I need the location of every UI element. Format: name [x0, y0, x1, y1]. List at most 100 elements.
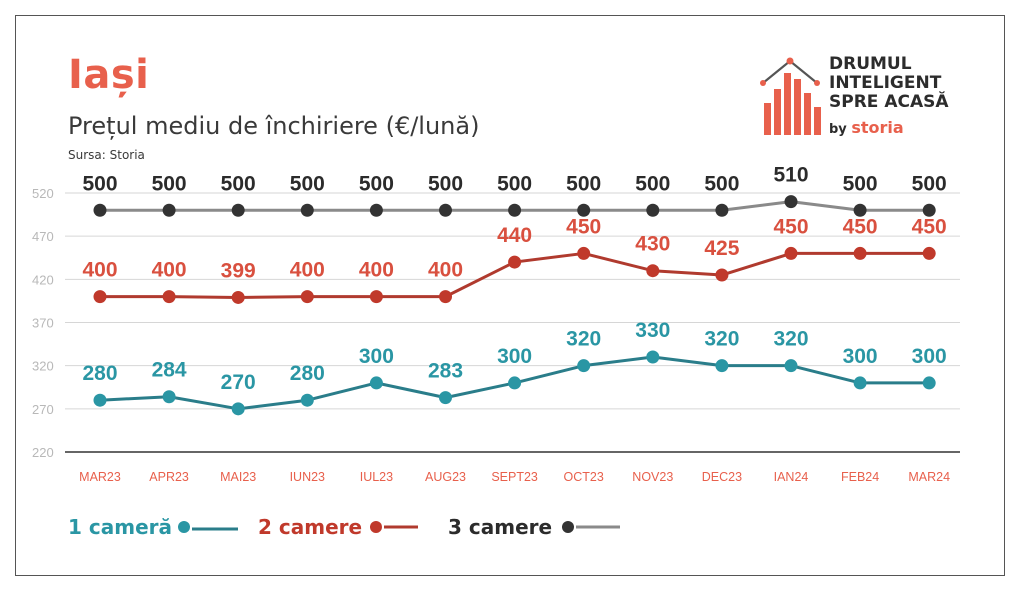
x-tick-label: MAR23 [79, 470, 121, 484]
data-point [784, 195, 798, 209]
data-point [922, 203, 936, 217]
x-tick-label: AUG23 [425, 470, 466, 484]
data-label: 300 [359, 345, 394, 368]
legend-marker-3-camere [562, 521, 621, 533]
data-label: 400 [359, 259, 394, 282]
data-point [577, 359, 591, 373]
data-label: 500 [912, 172, 947, 195]
data-point [369, 290, 383, 304]
data-label: 320 [704, 328, 739, 351]
data-label: 300 [497, 345, 532, 368]
data-label: 450 [843, 215, 878, 238]
data-label: 500 [221, 172, 256, 195]
data-label: 283 [428, 360, 463, 383]
data-point [300, 393, 314, 407]
brand-line-3: SPRE ACASĂ [829, 92, 949, 112]
data-point [439, 391, 452, 405]
data-point [715, 268, 729, 282]
data-label: 320 [566, 328, 601, 351]
data-point [369, 376, 383, 390]
data-point [715, 203, 729, 217]
storia-logo-icon [760, 57, 821, 135]
x-tick-label: APR23 [149, 470, 189, 484]
data-point [853, 376, 867, 390]
brand-line-1: DRUMUL [829, 54, 912, 74]
data-point [162, 290, 176, 304]
data-label: 280 [82, 362, 117, 385]
data-point [93, 203, 107, 217]
y-tick-label: 270 [32, 402, 54, 417]
data-label: 500 [635, 172, 670, 195]
data-point [93, 290, 107, 304]
data-label: 400 [82, 259, 117, 282]
data-point [577, 246, 591, 260]
data-point [231, 290, 245, 304]
data-label: 450 [566, 215, 601, 238]
data-point [646, 350, 660, 364]
legend-item-1-camera: 1 cameră [68, 512, 240, 542]
legend-item-3-camere: 3 camere [448, 512, 622, 542]
data-label: 400 [290, 259, 325, 282]
y-tick-label: 470 [32, 229, 54, 244]
data-label: 500 [82, 172, 117, 195]
brand-by: by [829, 122, 847, 137]
legend-item-2-camere: 2 camere [258, 512, 420, 542]
x-tick-label: IUN23 [290, 470, 325, 484]
data-point [922, 246, 936, 260]
y-tick-label: 320 [32, 359, 54, 374]
data-label: 400 [152, 259, 187, 282]
data-label: 280 [290, 362, 325, 385]
chart-subtitle: Prețul mediu de închiriere (€/lună) [68, 112, 480, 140]
x-tick-label: MAR24 [908, 470, 950, 484]
data-point [646, 264, 660, 278]
data-point [439, 203, 452, 217]
data-point [162, 203, 176, 217]
data-point [853, 203, 867, 217]
data-point [508, 255, 522, 269]
data-label: 500 [428, 172, 463, 195]
x-tick-label: IAN24 [774, 470, 809, 484]
data-label: 284 [152, 359, 187, 382]
data-label: 500 [152, 172, 187, 195]
source-note: Sursa: Storia [68, 148, 145, 162]
data-label: 450 [912, 215, 947, 238]
data-point [577, 203, 591, 217]
x-tick-label: SEPT23 [491, 470, 538, 484]
y-tick-label: 420 [32, 272, 54, 287]
data-point [231, 203, 245, 217]
legend-marker-1-camera [178, 521, 238, 533]
data-label: 330 [635, 319, 670, 342]
data-point [369, 203, 383, 217]
data-label: 300 [912, 345, 947, 368]
brand-storia: storia [851, 118, 904, 137]
data-point [784, 359, 798, 373]
y-tick-label: 520 [32, 186, 54, 201]
data-label: 500 [566, 172, 601, 195]
data-point [93, 393, 107, 407]
data-label: 399 [221, 259, 256, 282]
brand-line-2: INTELIGENT [829, 73, 942, 93]
x-tick-label: NOV23 [632, 470, 673, 484]
data-point [162, 390, 176, 404]
data-label: 430 [635, 233, 670, 256]
x-tick-label: IUL23 [360, 470, 393, 484]
data-label: 500 [359, 172, 394, 195]
data-point [231, 402, 245, 416]
data-label: 500 [704, 172, 739, 195]
data-point [853, 246, 867, 260]
data-point [300, 290, 314, 304]
data-point [439, 290, 452, 304]
legend-marker-2-camere [370, 521, 419, 533]
data-label: 510 [773, 164, 808, 187]
y-tick-label: 220 [32, 445, 54, 460]
x-tick-label: FEB24 [841, 470, 879, 484]
brand-name: DRUMUL INTELIGENT SPRE ACASĂ [829, 55, 949, 112]
data-label: 425 [704, 237, 739, 260]
data-point [784, 246, 798, 260]
data-label: 300 [843, 345, 878, 368]
x-tick-label: DEC23 [702, 470, 742, 484]
data-label: 500 [497, 172, 532, 195]
data-point [508, 376, 522, 390]
data-point [508, 203, 522, 217]
